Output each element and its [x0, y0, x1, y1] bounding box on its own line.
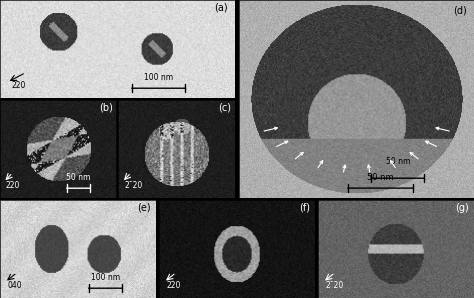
Text: (e): (e): [137, 203, 151, 213]
Text: 2¯20: 2¯20: [326, 281, 344, 290]
Text: (b): (b): [99, 103, 113, 113]
Text: 100 nm: 100 nm: [91, 273, 120, 282]
Text: 50 nm: 50 nm: [367, 173, 393, 182]
Text: (d): (d): [453, 6, 467, 16]
Text: (a): (a): [214, 3, 228, 13]
Text: (c): (c): [218, 103, 231, 113]
Text: 50 nm: 50 nm: [66, 173, 91, 182]
Text: (f): (f): [299, 203, 310, 213]
Text: 2¯20: 2¯20: [124, 181, 143, 190]
Text: 50 nm: 50 nm: [385, 157, 410, 166]
Text: 220: 220: [6, 181, 20, 190]
Text: 220: 220: [12, 81, 26, 90]
Text: (g): (g): [456, 203, 469, 213]
Text: 040: 040: [8, 281, 22, 290]
Text: 100 nm: 100 nm: [144, 73, 173, 82]
Text: 220: 220: [167, 281, 181, 290]
